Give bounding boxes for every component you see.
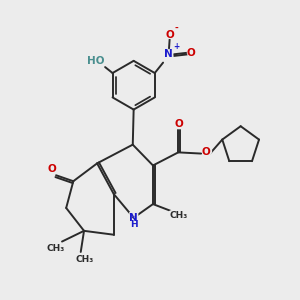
Text: CH₃: CH₃ <box>46 244 64 253</box>
Text: CH₃: CH₃ <box>72 253 97 266</box>
Text: O: O <box>46 162 58 176</box>
Text: O: O <box>202 147 211 158</box>
Text: HO: HO <box>84 53 108 68</box>
Text: O: O <box>164 28 176 42</box>
Text: O: O <box>185 46 197 60</box>
Text: O: O <box>200 146 212 159</box>
Text: CH₃: CH₃ <box>76 255 94 264</box>
Text: CH₃: CH₃ <box>43 242 68 256</box>
Text: CH₃: CH₃ <box>170 211 188 220</box>
Text: H: H <box>130 220 137 230</box>
Text: CH₃: CH₃ <box>166 209 191 222</box>
Text: N: N <box>163 47 174 61</box>
Text: +: + <box>173 42 179 51</box>
Text: O: O <box>47 164 56 174</box>
Text: N: N <box>164 49 173 59</box>
Text: O: O <box>165 30 174 40</box>
Text: O: O <box>173 117 185 131</box>
Text: O: O <box>187 48 196 58</box>
Text: N: N <box>128 211 140 225</box>
Text: -: - <box>175 23 179 32</box>
Text: O: O <box>175 119 183 129</box>
Text: HO: HO <box>87 56 105 65</box>
Text: N: N <box>129 213 138 223</box>
